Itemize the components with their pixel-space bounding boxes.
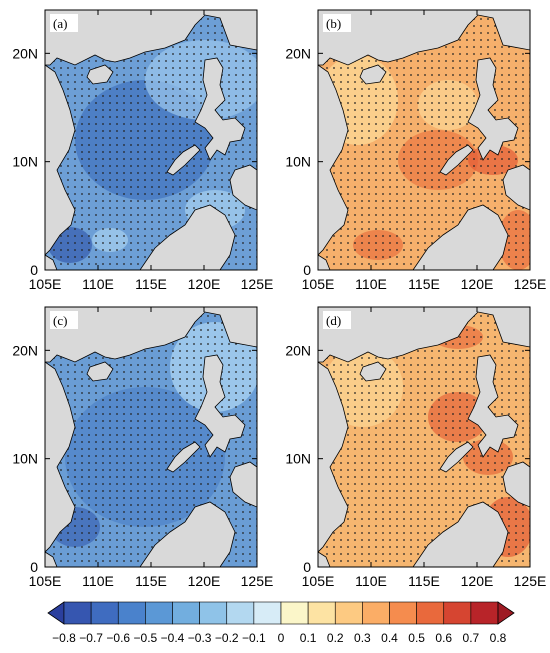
colorbar-label: −0.1 (242, 631, 266, 645)
lon-tick-label: 110E (355, 573, 387, 589)
lon-tick-label: 105E (302, 276, 335, 292)
lat-tick-label: 0 (30, 559, 38, 575)
colorbar-label: −0.5 (134, 631, 158, 645)
lon-tick-label: 120E (461, 573, 494, 589)
indochina (45, 64, 76, 256)
lon-tick-label: 110E (82, 573, 114, 589)
colorbar-segment (172, 601, 200, 625)
lat-tick-label: 0 (303, 559, 311, 575)
map-panel-a: (a) (44, 9, 258, 271)
lon-tick-label: 125E (514, 573, 547, 589)
colorbar-segment (389, 601, 417, 625)
colorbar-label: −0.3 (188, 631, 212, 645)
colorbar-segment (470, 601, 499, 625)
lon-tick-label: 125E (241, 276, 274, 292)
colorbar-label: 0.1 (300, 631, 317, 645)
philippines (194, 57, 246, 161)
colorbar-segment (443, 601, 472, 625)
lon-tick-label: 125E (514, 276, 547, 292)
lon-tick-label: 120E (461, 276, 494, 292)
colorbar-segment (117, 601, 146, 625)
mindanao (229, 164, 257, 211)
lat-tick-label: 20N (285, 342, 311, 358)
hainan-island (86, 64, 114, 85)
lon-tick-label: 115E (408, 573, 440, 589)
colorbar-segment (334, 601, 363, 625)
colorbar-max-triangle (497, 601, 515, 625)
colorbar-segment (199, 601, 228, 625)
colorbar-label: 0.7 (463, 631, 480, 645)
colorbar-label: −0.2 (215, 631, 239, 645)
colorbar-label: −0.7 (79, 631, 103, 645)
map-panel-d: (d) (317, 306, 531, 568)
lat-tick-label: 10N (12, 451, 38, 467)
colorbar-segment (253, 601, 282, 625)
colorbar-label: −0.4 (161, 631, 185, 645)
colorbar-label: −0.6 (106, 631, 130, 645)
malay-peninsula (45, 254, 58, 270)
colorbar-label: 0.4 (381, 631, 398, 645)
colorbar-segment (307, 601, 336, 625)
mainland-china (45, 10, 257, 66)
lat-tick-label: 10N (285, 154, 311, 170)
palawan (166, 144, 201, 176)
colorbar-label: 0.8 (490, 631, 507, 645)
colorbar-label: 0 (278, 631, 285, 645)
lon-tick-label: 105E (302, 573, 335, 589)
lat-tick-label: 10N (285, 451, 311, 467)
lon-tick-label: 125E (241, 573, 274, 589)
colorbar-label: 0.6 (435, 631, 452, 645)
axes-layer: 105E 110E 115E 120E 125E 0 10N 20N 105E 110E 115E 1… (12, 10, 546, 589)
colorbar-segment (362, 601, 390, 625)
lon-tick-label: 120E (188, 573, 221, 589)
lat-tick-label: 0 (303, 262, 311, 278)
colorbar-label: 0.5 (408, 631, 425, 645)
lon-tick-label: 120E (188, 276, 221, 292)
lon-tick-label: 105E (29, 276, 62, 292)
lon-tick-label: 115E (135, 276, 167, 292)
panel-label-d: (d) (326, 313, 341, 328)
lat-tick-label: 10N (12, 154, 38, 170)
colorbar-label: 0.3 (354, 631, 371, 645)
colorbar-segment (226, 601, 255, 625)
colorbar-min-triangle (47, 601, 65, 625)
colorbar-label: 0.2 (327, 631, 344, 645)
panel-label-a: (a) (53, 16, 67, 31)
lat-tick-label: 20N (12, 342, 38, 358)
lat-tick-label: 20N (12, 45, 38, 61)
colorbar-segment (90, 601, 119, 625)
colorbar-segment (416, 601, 445, 625)
colorbar-segment (145, 601, 173, 625)
borneo (139, 204, 236, 270)
lon-tick-label: 110E (82, 276, 114, 292)
panel-label-b: (b) (326, 16, 341, 31)
colorbar-segment (63, 601, 92, 625)
lon-tick-label: 115E (135, 573, 167, 589)
map-panel-b: (b) (317, 9, 531, 271)
lat-tick-label: 0 (30, 262, 38, 278)
lon-tick-label: 115E (408, 276, 440, 292)
colorbar-label: −0.8 (52, 631, 76, 645)
panel-label-c: (c) (53, 313, 67, 328)
lon-tick-label: 105E (29, 573, 62, 589)
map-panel-c: (c) (44, 306, 258, 568)
lat-tick-label: 20N (285, 45, 311, 61)
colorbar: −0.8 −0.7 −0.6 −0.5 −0.4 −0.3 −0.2 −0.1 0 0.1 0.2 0… (47, 601, 515, 645)
colorbar-segment (280, 601, 309, 625)
lon-tick-label: 110E (355, 276, 387, 292)
